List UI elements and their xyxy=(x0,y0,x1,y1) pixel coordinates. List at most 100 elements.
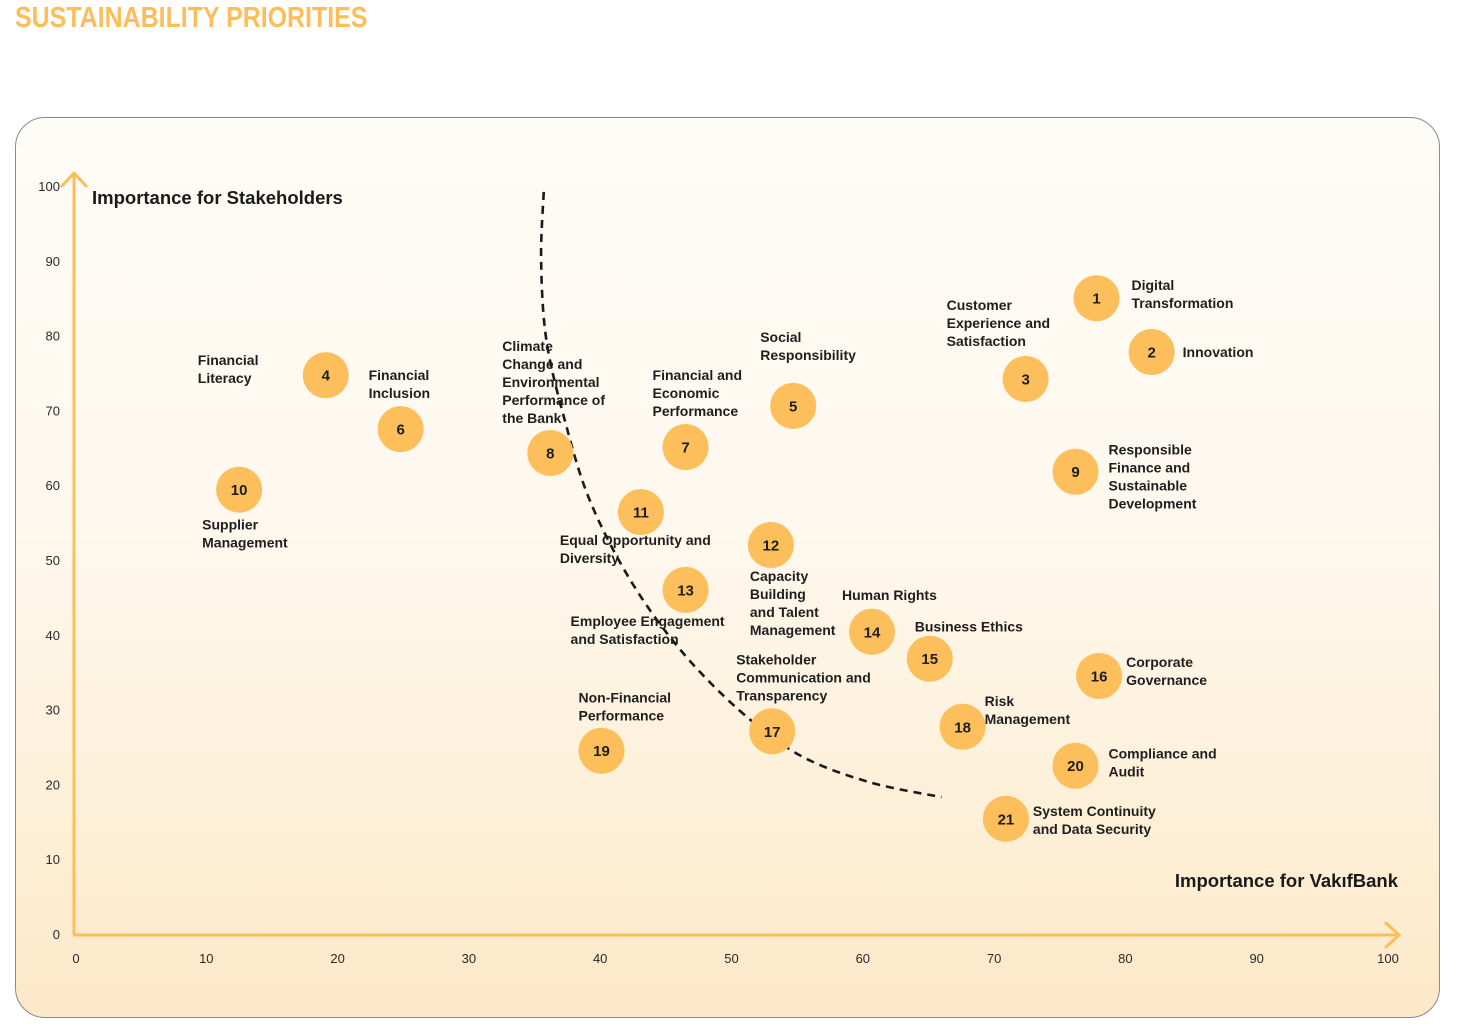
priority-point-7: 7 Financial and Economic Performance xyxy=(653,367,742,471)
bubble-marker xyxy=(848,608,895,655)
priority-point-4: 4 Financial Literacy xyxy=(198,352,349,399)
priority-point-19: 19 Non-Financial Performance xyxy=(578,690,672,774)
x-tick-label: 50 xyxy=(724,951,738,966)
point-label: Financial Inclusion xyxy=(369,367,430,401)
point-label-line: Equal Opportunity and xyxy=(560,532,711,548)
point-label-line: Management xyxy=(202,535,288,551)
y-axis-arrow-icon xyxy=(60,171,88,188)
point-label: Innovation xyxy=(1183,344,1254,360)
x-tick-label: 0 xyxy=(72,951,79,966)
bubble-number: 9 xyxy=(1071,464,1079,481)
x-tick-label: 20 xyxy=(330,951,344,966)
bubble-marker xyxy=(1002,355,1049,402)
point-label-line: Financial and xyxy=(653,367,742,383)
point-label-line: Governance xyxy=(1126,672,1207,688)
point-label-line: Building xyxy=(750,586,806,602)
point-label: Business Ethics xyxy=(915,619,1023,635)
bubble-number: 8 xyxy=(546,446,554,463)
x-tick-label: 70 xyxy=(987,951,1001,966)
bubble-marker xyxy=(1052,742,1099,789)
priority-point-1: 1 Digital Transformation xyxy=(1073,275,1234,322)
point-label-line: Inclusion xyxy=(369,385,430,401)
bubble-marker xyxy=(1073,275,1120,322)
bubble-number: 11 xyxy=(633,505,649,522)
y-tick-label: 30 xyxy=(46,703,60,718)
point-label-line: and Satisfaction xyxy=(571,631,679,647)
point-label-line: Supplier xyxy=(202,517,259,533)
point-label: Supplier Management xyxy=(202,517,288,551)
point-label-line: Digital xyxy=(1132,277,1175,293)
bubble-number: 12 xyxy=(763,538,780,555)
point-label: Digital Transformation xyxy=(1132,277,1234,311)
point-label-line: Employee Engagement xyxy=(571,613,725,629)
bubble-number: 6 xyxy=(396,422,404,439)
point-label-line: Human Rights xyxy=(842,587,937,603)
bubble-number: 15 xyxy=(921,651,938,668)
point-label: Customer Experience and Satisfaction xyxy=(947,297,1051,349)
x-axis-arrow-icon xyxy=(1384,921,1401,949)
bubble-marker xyxy=(1128,329,1175,376)
point-label-line: Risk xyxy=(985,693,1015,709)
y-tick-label: 100 xyxy=(38,179,60,194)
bubble-number: 21 xyxy=(998,811,1015,828)
priority-point-15: 15 Business Ethics xyxy=(906,619,1023,682)
bubble-marker xyxy=(906,635,953,682)
point-label-line: Innovation xyxy=(1183,344,1254,360)
priority-point-13: 13 Employee Engagement and Satisfaction xyxy=(571,566,725,647)
x-tick-label: 60 xyxy=(856,951,870,966)
y-tick-label: 50 xyxy=(46,553,60,568)
bubble-marker xyxy=(302,352,349,399)
priority-point-9: 9 Responsible Finance and Sustainable Develo… xyxy=(1052,442,1197,512)
priority-point-17: 17 Stakeholder Communication and Transparen… xyxy=(736,651,871,755)
priority-point-14: 14 Human Rights xyxy=(842,587,937,655)
priority-point-10: 10 Supplier Management xyxy=(202,466,288,551)
point-label-line: and Data Security xyxy=(1033,821,1151,837)
bubble-number: 13 xyxy=(677,582,694,599)
y-tick-label: 40 xyxy=(46,628,60,643)
point-label-line: Customer xyxy=(947,297,1013,313)
point-label-line: Transparency xyxy=(736,687,827,703)
priority-point-12: 12 Capacity Building and Talent Management xyxy=(747,522,836,638)
point-label-line: Literacy xyxy=(198,370,252,386)
bubble-number: 2 xyxy=(1147,345,1155,362)
point-label-line: Experience and xyxy=(947,315,1051,331)
point-label: Climate Change and Environmental Performanc… xyxy=(502,338,605,426)
point-label: Employee Engagement and Satisfaction xyxy=(571,613,725,647)
bubble-number: 20 xyxy=(1067,758,1084,775)
point-label-line: Satisfaction xyxy=(947,333,1026,349)
y-tick-label: 80 xyxy=(46,329,60,344)
point-label: Financial Literacy xyxy=(198,352,259,386)
point-label: Human Rights xyxy=(842,587,937,603)
point-label-line: Capacity xyxy=(750,568,809,584)
threshold-curve xyxy=(539,191,942,799)
priority-point-8: 8 Climate Change and Environmental Performan… xyxy=(502,338,605,477)
bubble-marker xyxy=(1052,448,1099,495)
point-label-line: Transformation xyxy=(1132,295,1234,311)
bubble-number: 16 xyxy=(1091,668,1108,685)
bubble-marker xyxy=(662,566,709,613)
point-label-line: Communication and xyxy=(736,669,871,685)
point-label: Compliance and Audit xyxy=(1109,746,1217,780)
priority-point-5: 5 Social Responsibility xyxy=(760,329,856,429)
bubble-number: 7 xyxy=(681,440,689,457)
point-label: Risk Management xyxy=(985,693,1071,727)
bubble-marker xyxy=(747,522,794,569)
x-tick-label: 100 xyxy=(1377,951,1399,966)
x-tick-label: 10 xyxy=(199,951,213,966)
priority-point-21: 21 System Continuity and Data Security xyxy=(982,795,1156,842)
bubble-marker xyxy=(1076,652,1123,699)
bubble-number: 10 xyxy=(231,482,248,499)
point-label: Social Responsibility xyxy=(760,329,856,363)
bubble-number: 19 xyxy=(593,743,610,760)
priority-point-3: 3 Customer Experience and Satisfaction xyxy=(947,297,1051,402)
page-title: SUSTAINABILITY PRIORITIES xyxy=(15,2,368,34)
bubble-marker xyxy=(939,703,986,750)
x-tick-label: 30 xyxy=(462,951,476,966)
point-label-line: and Talent xyxy=(750,604,819,620)
point-label-line: Non-Financial xyxy=(579,690,672,706)
bubble-marker xyxy=(578,727,625,774)
point-label: Non-Financial Performance xyxy=(579,690,672,724)
point-label-line: the Bank xyxy=(502,410,561,426)
bubble-marker xyxy=(982,795,1029,842)
